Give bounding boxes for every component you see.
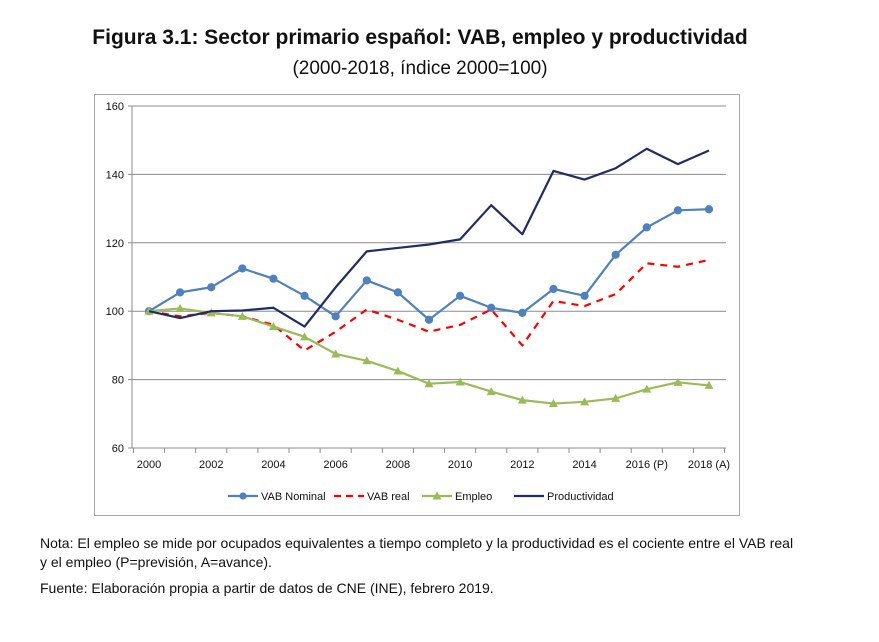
x-tick-label: 2000	[137, 459, 161, 471]
data-point	[393, 288, 402, 297]
data-point	[268, 322, 278, 331]
data-point	[300, 332, 310, 341]
x-tick-label: 2002	[199, 459, 223, 471]
x-tick-label: 2006	[323, 459, 347, 471]
data-point	[518, 308, 527, 318]
data-point	[238, 264, 247, 273]
series-line	[148, 208, 710, 321]
legend-item: VAB Nominal	[228, 491, 326, 503]
y-tick-label: 120	[106, 238, 124, 250]
data-point	[580, 397, 590, 406]
legend-item: VAB real	[334, 491, 410, 503]
data-point	[331, 349, 341, 358]
data-point	[517, 395, 527, 404]
x-tick-label: 2014	[572, 459, 596, 471]
data-point	[704, 380, 714, 389]
x-tick-label: 2010	[448, 459, 472, 471]
data-point	[206, 308, 216, 317]
series-vab-nominal	[144, 205, 714, 324]
legend-label: Empleo	[455, 491, 492, 503]
legend-label: VAB real	[367, 491, 410, 503]
data-point	[486, 387, 496, 396]
data-point	[456, 291, 465, 300]
data-point	[331, 312, 340, 321]
series-productividad	[148, 147, 710, 328]
series	[144, 147, 714, 408]
data-point	[673, 206, 682, 215]
data-point	[362, 276, 371, 285]
data-point	[704, 205, 714, 214]
data-point	[175, 303, 185, 312]
legend-label: VAB Nominal	[261, 491, 326, 503]
legend-marker	[432, 491, 442, 500]
y-tick-label: 140	[106, 169, 124, 181]
legend: VAB Nominal VAB real Empleo Productividad	[228, 491, 614, 503]
data-point	[548, 399, 558, 408]
data-point	[237, 311, 247, 320]
series-line	[148, 147, 710, 328]
data-point	[642, 384, 652, 393]
axes: 60 80 100 120 140 160 2000 2002 2004 2006 2008 2010…	[106, 101, 730, 471]
data-point	[642, 223, 651, 232]
data-point	[455, 377, 465, 386]
data-point	[300, 291, 309, 300]
y-tick-label: 160	[106, 101, 124, 113]
data-point	[673, 377, 683, 386]
data-point	[611, 250, 620, 259]
x-tick-label: 2016 (P)	[626, 459, 668, 471]
y-tick-label: 100	[106, 306, 124, 318]
x-tick-label: 2018 (A)	[688, 459, 730, 471]
chart-subtitle: (2000-2018, índice 2000=100)	[292, 58, 548, 79]
legend-item: Productividad	[514, 491, 614, 503]
data-point	[393, 366, 403, 375]
source-text: Fuente: Elaboración propia a partir de d…	[40, 580, 494, 596]
y-tick-label: 80	[112, 375, 124, 387]
x-tick-label: 2012	[510, 459, 534, 471]
gridlines	[132, 105, 726, 449]
data-point	[611, 393, 621, 402]
data-point	[362, 356, 372, 365]
line-chart: 60 80 100 120 140 160 2000 2002 2004 2006 2008 2010…	[106, 101, 730, 503]
legend-label: Productividad	[547, 491, 614, 503]
data-point	[269, 274, 278, 283]
chart-title: Figura 3.1: Sector primario español: VAB…	[92, 26, 748, 49]
chart-area-border	[94, 94, 740, 516]
data-point	[580, 291, 589, 300]
x-tick-label: 2004	[261, 459, 285, 471]
series-empleo	[144, 303, 714, 408]
data-point	[424, 315, 434, 324]
data-point	[424, 379, 434, 388]
note-text: Nota: El empleo se mide por ocupados equ…	[40, 535, 794, 570]
x-tick-label: 2008	[386, 459, 410, 471]
data-point	[176, 288, 185, 297]
data-point	[549, 284, 558, 294]
legend-item: Empleo	[422, 491, 492, 503]
y-tick-label: 60	[112, 443, 124, 455]
data-point	[207, 283, 216, 292]
data-point	[487, 303, 496, 312]
legend-marker	[239, 492, 247, 500]
